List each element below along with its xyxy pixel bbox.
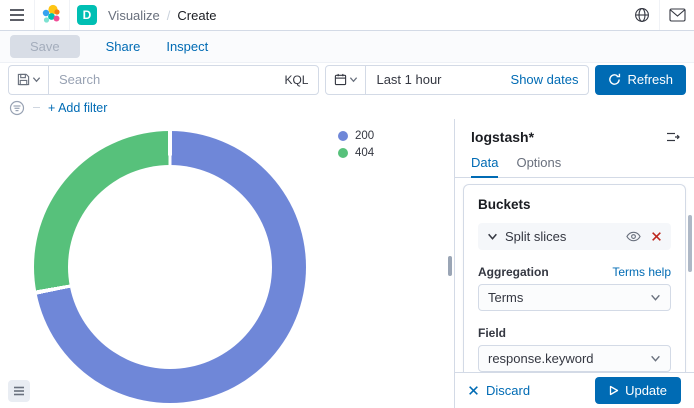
tab-options[interactable]: Options <box>516 155 562 170</box>
list-icon <box>14 386 24 396</box>
filter-icon[interactable] <box>9 100 25 116</box>
date-picker: Last 1 hour Show dates <box>325 64 590 95</box>
legend-label: 404 <box>355 147 375 159</box>
bucket-type-label: Split slices <box>505 229 567 244</box>
save-button[interactable]: Save <box>10 35 80 58</box>
header-divider <box>69 0 70 30</box>
saved-query-button[interactable] <box>8 64 48 95</box>
inspect-button[interactable]: Inspect <box>166 39 209 54</box>
query-language-toggle[interactable]: KQL <box>284 72 309 87</box>
update-button[interactable]: Update <box>595 377 681 404</box>
main-content: 200 404 logstash* Data Options Buckets <box>0 119 694 408</box>
close-icon <box>469 386 478 395</box>
legend-label: 200 <box>355 130 375 142</box>
tab-data[interactable]: Data <box>471 151 499 178</box>
search-box: KQL <box>48 64 320 95</box>
chart-legend: 200 404 <box>338 130 374 159</box>
chevron-down-icon <box>651 355 660 362</box>
remove-bucket-icon[interactable] <box>651 231 662 242</box>
header-divider <box>659 0 660 30</box>
vis-editor-sidebar: logstash* Data Options Buckets Split sli… <box>454 119 694 408</box>
legend-dot <box>338 148 348 158</box>
field-label: Field <box>478 326 507 340</box>
refresh-icon <box>609 73 621 85</box>
time-range-value[interactable]: Last 1 hour <box>376 72 442 87</box>
header-divider <box>34 0 35 30</box>
action-toolbar: Save Share Inspect <box>0 31 694 63</box>
buckets-card: Buckets Split slices Aggregation Terms h… <box>463 184 686 372</box>
breadcrumb: Visualize / Create <box>108 8 216 23</box>
visualization-area: 200 404 <box>0 119 454 408</box>
panel-resize-handle[interactable] <box>448 256 452 276</box>
calendar-button[interactable] <box>326 65 367 94</box>
refresh-button[interactable]: Refresh <box>595 64 686 95</box>
calendar-icon <box>334 73 347 86</box>
chevron-down-icon <box>349 77 358 83</box>
sidebar-content: Buckets Split slices Aggregation Terms h… <box>455 178 694 372</box>
sidebar-tabs: Data Options <box>455 149 694 178</box>
index-pattern-title: logstash* <box>471 129 535 145</box>
aggregation-label: Aggregation <box>478 265 549 279</box>
share-button[interactable]: Share <box>105 39 141 54</box>
collapse-panel-icon[interactable] <box>666 130 680 144</box>
query-bar: KQL Last 1 hour Show dates Refresh <box>0 63 694 96</box>
globe-icon[interactable] <box>625 0 659 30</box>
split-slices-row[interactable]: Split slices <box>478 223 671 250</box>
donut-chart[interactable] <box>34 131 306 403</box>
discard-button[interactable]: Discard <box>468 383 530 398</box>
field-select[interactable]: response.keyword <box>478 345 671 372</box>
chevron-down-icon <box>32 77 40 83</box>
save-icon <box>17 73 29 86</box>
mail-icon[interactable] <box>660 0 694 30</box>
filter-divider <box>33 107 40 108</box>
show-dates-button[interactable]: Show dates <box>510 72 579 87</box>
legend-item[interactable]: 200 <box>338 130 374 142</box>
sidebar-scrollbar[interactable] <box>688 215 692 272</box>
hamburger-menu-icon[interactable] <box>0 0 34 30</box>
top-header: D Visualize / Create <box>0 0 694 31</box>
breadcrumb-separator: / <box>166 7 171 23</box>
dashboard-app-badge: D <box>77 5 97 25</box>
legend-toggle-button[interactable] <box>8 380 30 402</box>
sidebar-footer: Discard Update <box>455 372 694 408</box>
play-icon <box>609 385 619 396</box>
add-filter-button[interactable]: + Add filter <box>48 100 108 115</box>
chevron-down-icon <box>488 233 497 240</box>
terms-help-link[interactable]: Terms help <box>612 265 671 279</box>
breadcrumb-section[interactable]: Visualize <box>108 7 160 23</box>
chevron-down-icon <box>651 294 660 301</box>
legend-dot <box>338 131 348 141</box>
elastic-logo-icon[interactable] <box>35 0 69 30</box>
aggregation-select[interactable]: Terms <box>478 284 671 311</box>
buckets-heading: Buckets <box>478 197 531 212</box>
legend-item[interactable]: 404 <box>338 147 374 159</box>
search-input[interactable] <box>59 72 285 87</box>
eye-icon[interactable] <box>626 231 641 242</box>
breadcrumb-page: Create <box>177 7 217 23</box>
filter-bar: + Add filter <box>0 96 694 119</box>
